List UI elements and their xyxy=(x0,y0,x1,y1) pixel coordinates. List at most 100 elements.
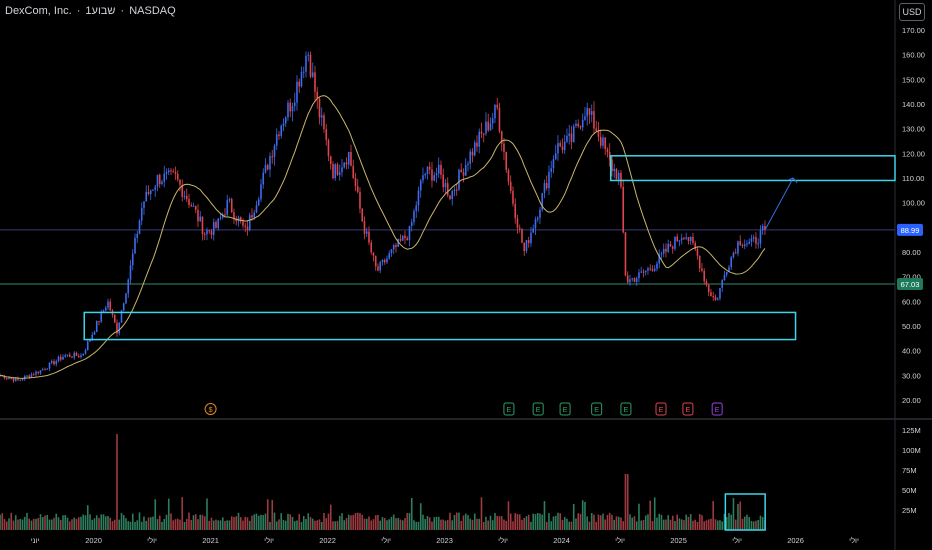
earnings-marker xyxy=(532,402,544,416)
volume-bar xyxy=(606,514,609,530)
event-marker-label: E xyxy=(659,405,664,414)
volume-bar xyxy=(100,514,103,530)
candle-body xyxy=(746,243,748,245)
candle-body xyxy=(163,173,166,182)
volume-bar xyxy=(152,516,154,530)
volume-bar xyxy=(449,512,451,530)
candle-body xyxy=(755,237,757,244)
volume-bar xyxy=(404,518,406,530)
volume-bar xyxy=(59,519,62,530)
candle-body xyxy=(383,259,386,263)
volume-bar xyxy=(12,520,15,530)
candle-body xyxy=(293,102,296,107)
price-tick-label: 100.00 xyxy=(902,199,925,208)
volume-bar xyxy=(235,516,238,530)
volume-bar xyxy=(30,520,33,530)
candle-body xyxy=(586,108,589,117)
volume-bar xyxy=(458,512,460,530)
candle-body xyxy=(181,184,184,197)
candle-body xyxy=(395,245,397,247)
volume-bar xyxy=(518,514,521,530)
candle-body xyxy=(228,199,231,201)
candle-body xyxy=(683,238,685,240)
candle-body xyxy=(629,279,631,283)
volume-bar xyxy=(239,517,242,530)
candle-body xyxy=(329,156,332,165)
volume-bar xyxy=(383,517,386,530)
volume-bar xyxy=(653,497,656,530)
candle-body xyxy=(190,205,193,207)
volume-bar xyxy=(365,518,368,530)
volume-bar xyxy=(525,516,528,530)
candle-body xyxy=(239,217,242,222)
volume-bar xyxy=(701,515,703,530)
volume-bar xyxy=(707,519,710,530)
candle-body xyxy=(55,361,58,365)
candle-body xyxy=(719,287,721,299)
candle-body xyxy=(109,301,112,311)
candle-body xyxy=(253,212,256,218)
volume-bar xyxy=(678,518,681,530)
volume-bar xyxy=(190,519,193,530)
candle-body xyxy=(138,220,141,234)
candle-body xyxy=(282,123,285,126)
volume-bar xyxy=(116,434,118,530)
candle-body xyxy=(5,378,8,380)
volume-bar xyxy=(575,518,577,530)
volume-bar xyxy=(563,517,566,530)
candle-body xyxy=(518,227,521,229)
volume-bar xyxy=(154,499,157,530)
candle-body xyxy=(255,205,258,213)
candle-body xyxy=(674,236,676,249)
event-marker-label: E xyxy=(563,405,568,414)
currency-button[interactable]: USD xyxy=(899,3,925,21)
candle-body xyxy=(257,199,260,206)
candle-body xyxy=(129,265,132,280)
candle-body xyxy=(343,162,346,168)
candle-body xyxy=(192,205,195,207)
candle-body xyxy=(46,368,49,370)
volume-bar xyxy=(390,516,393,530)
candle-body xyxy=(561,146,564,151)
interval-label[interactable]: 1שבוע xyxy=(85,5,116,17)
candle-body xyxy=(536,217,539,220)
volume-bar xyxy=(516,514,519,530)
volume-bar xyxy=(244,516,247,530)
candle-body xyxy=(478,131,481,147)
volume-bar xyxy=(667,515,670,530)
volume-bar xyxy=(140,521,143,530)
volume-bar xyxy=(748,517,751,530)
volume-bar xyxy=(379,520,382,530)
time-tick-label: 2022 xyxy=(319,536,336,545)
volume-bar xyxy=(284,520,287,530)
volume-bar xyxy=(509,513,512,530)
candle-body xyxy=(278,134,280,136)
candle-body xyxy=(48,362,51,369)
volume-bar xyxy=(480,497,483,530)
candle-body xyxy=(489,123,492,131)
volume-bar xyxy=(737,503,739,530)
volume-bar xyxy=(613,519,616,530)
symbol-name[interactable]: DexCom, Inc. xyxy=(5,5,72,17)
candle-body xyxy=(638,272,640,279)
volume-bar xyxy=(215,519,217,530)
candle-body xyxy=(462,172,465,176)
candle-body xyxy=(170,170,172,172)
candle-body xyxy=(660,253,663,255)
candle-body xyxy=(12,378,15,381)
candle-body xyxy=(89,339,91,342)
candle-body xyxy=(696,249,699,256)
candle-body xyxy=(59,356,62,360)
volume-bar xyxy=(118,519,121,530)
volume-bar xyxy=(651,520,654,530)
volume-bar xyxy=(147,517,150,530)
candle-body xyxy=(199,216,202,222)
volume-bar xyxy=(377,514,379,530)
candle-body xyxy=(154,186,157,190)
volume-bar xyxy=(588,521,591,530)
volume-bar xyxy=(386,520,388,530)
candle-body xyxy=(404,235,406,239)
candle-body xyxy=(757,243,760,245)
volume-bar xyxy=(145,520,148,530)
